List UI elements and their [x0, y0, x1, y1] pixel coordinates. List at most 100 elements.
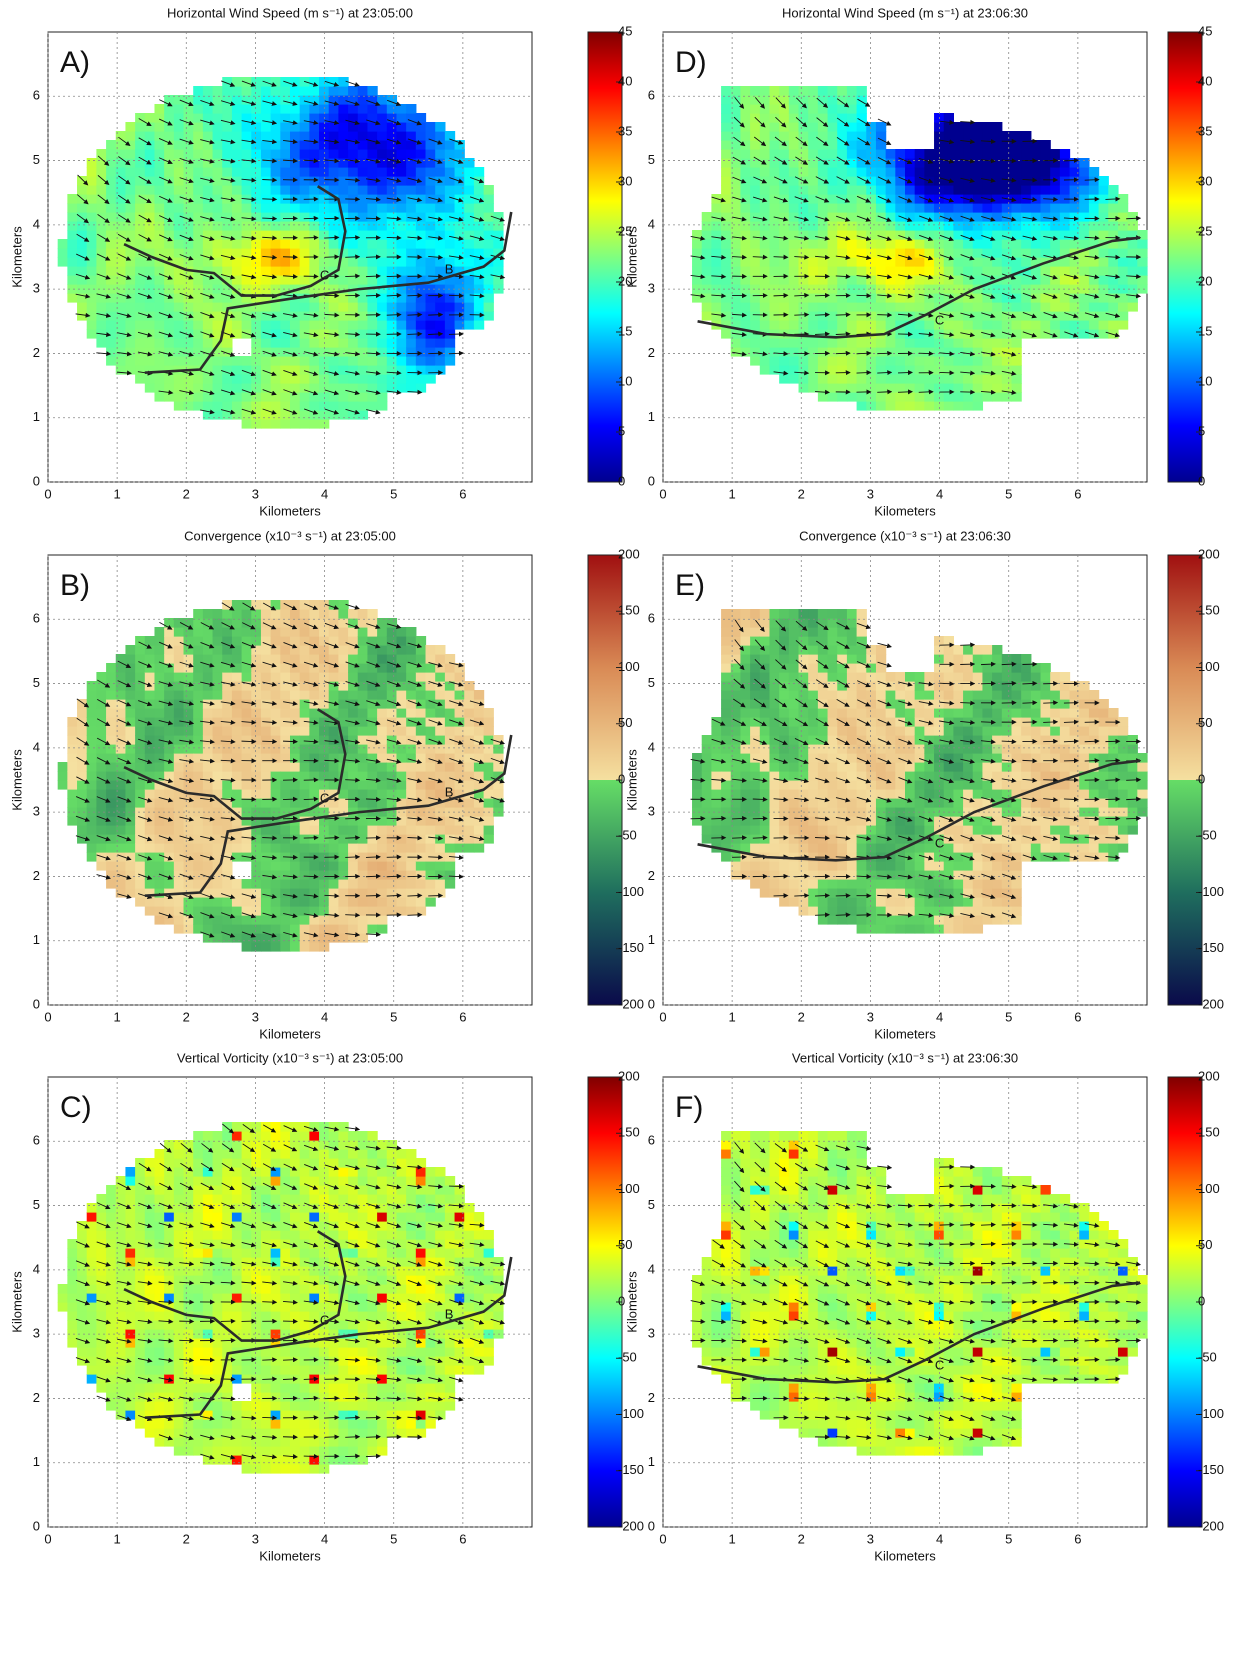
field-cell [300, 392, 310, 402]
field-cell [242, 1311, 252, 1321]
field-cell [290, 1266, 300, 1276]
field-cell [154, 1221, 164, 1231]
field-cell [367, 1284, 377, 1294]
field-cell [164, 248, 174, 258]
field-cell [406, 1194, 416, 1204]
field-cell [242, 1464, 252, 1474]
field-cell [329, 1419, 339, 1429]
field-cell [387, 672, 397, 682]
field-cell [271, 627, 281, 637]
field-cell [300, 933, 310, 943]
field-cell [125, 789, 135, 799]
field-cell [455, 293, 465, 303]
field-cell [377, 672, 387, 682]
field-cell [280, 203, 290, 213]
field-cell [242, 699, 252, 709]
field-cell [396, 879, 406, 889]
field-cell [222, 167, 232, 177]
colorbar-tick-label: 10 [618, 373, 632, 388]
field-cell [367, 131, 377, 141]
field-cell [174, 1248, 184, 1258]
field-cell [145, 816, 155, 826]
field-cell [261, 374, 271, 384]
field-cell [164, 1311, 174, 1321]
field-cell [213, 771, 223, 781]
field-cell [184, 1365, 194, 1375]
field-cell [213, 888, 223, 898]
field-cell [271, 726, 281, 736]
field-cell [309, 1149, 319, 1159]
field-cell [329, 672, 339, 682]
field-cell [174, 735, 184, 745]
field-cell [184, 726, 194, 736]
field-cell [406, 257, 416, 267]
field-cell [329, 248, 339, 258]
field-cell [242, 1266, 252, 1276]
field-cell [329, 1131, 339, 1141]
field-cell [213, 1131, 223, 1141]
field-cell [261, 77, 271, 87]
field-cell [396, 347, 406, 357]
field-cell [271, 843, 281, 853]
field-cell [125, 708, 135, 718]
field-cell [193, 1185, 203, 1195]
field-cell [135, 158, 145, 168]
field-cell [251, 1365, 261, 1375]
field-cell [329, 374, 339, 384]
field-cell [474, 1230, 484, 1240]
field-cell [338, 906, 348, 916]
field-cell [474, 1212, 484, 1222]
field-cell [309, 338, 319, 348]
field-cell [309, 311, 319, 321]
field-cell [242, 789, 252, 799]
field-cell [377, 104, 387, 114]
field-cell [222, 1401, 232, 1411]
field-cell [184, 1212, 194, 1222]
field-cell [416, 1248, 426, 1258]
field-cell [251, 636, 261, 646]
field-cell [222, 257, 232, 267]
field-cell [203, 1338, 213, 1348]
field-cell [445, 1401, 455, 1411]
field-cell [329, 1176, 339, 1186]
field-cell [125, 852, 135, 862]
field-cell [377, 888, 387, 898]
field-cell [251, 690, 261, 700]
field-cell [435, 843, 445, 853]
field-cell [280, 600, 290, 610]
field-cell [396, 1275, 406, 1285]
colorbar-tick-label: 45 [618, 23, 632, 38]
field-cell [377, 1158, 387, 1168]
field-cell [290, 1464, 300, 1474]
field-cell [261, 699, 271, 709]
field-cell [271, 131, 281, 141]
field-cell [193, 1437, 203, 1447]
field-cell [106, 275, 116, 285]
field-cell [213, 645, 223, 655]
field-cell [435, 320, 445, 330]
field-cell [271, 852, 281, 862]
field-cell [338, 311, 348, 321]
field-cell [416, 311, 426, 321]
field-cell [416, 1266, 426, 1276]
field-cell [193, 1356, 203, 1366]
field-cell [222, 203, 232, 213]
field-cell [164, 771, 174, 781]
field-cell [367, 1311, 377, 1321]
field-cell [387, 185, 397, 195]
field-cell [290, 1347, 300, 1357]
field-cell [261, 645, 271, 655]
field-cell [261, 789, 271, 799]
field-cell [406, 897, 416, 907]
field-cell [203, 816, 213, 826]
field-cell [387, 221, 397, 231]
field-cell [484, 266, 494, 276]
field-cell [348, 1338, 358, 1348]
field-cell [213, 627, 223, 637]
field-cell [484, 1311, 494, 1321]
field-cell [106, 1365, 116, 1375]
field-cell [145, 636, 155, 646]
field-cell [396, 1347, 406, 1357]
field-cell [242, 915, 252, 925]
field-cell [145, 1383, 155, 1393]
